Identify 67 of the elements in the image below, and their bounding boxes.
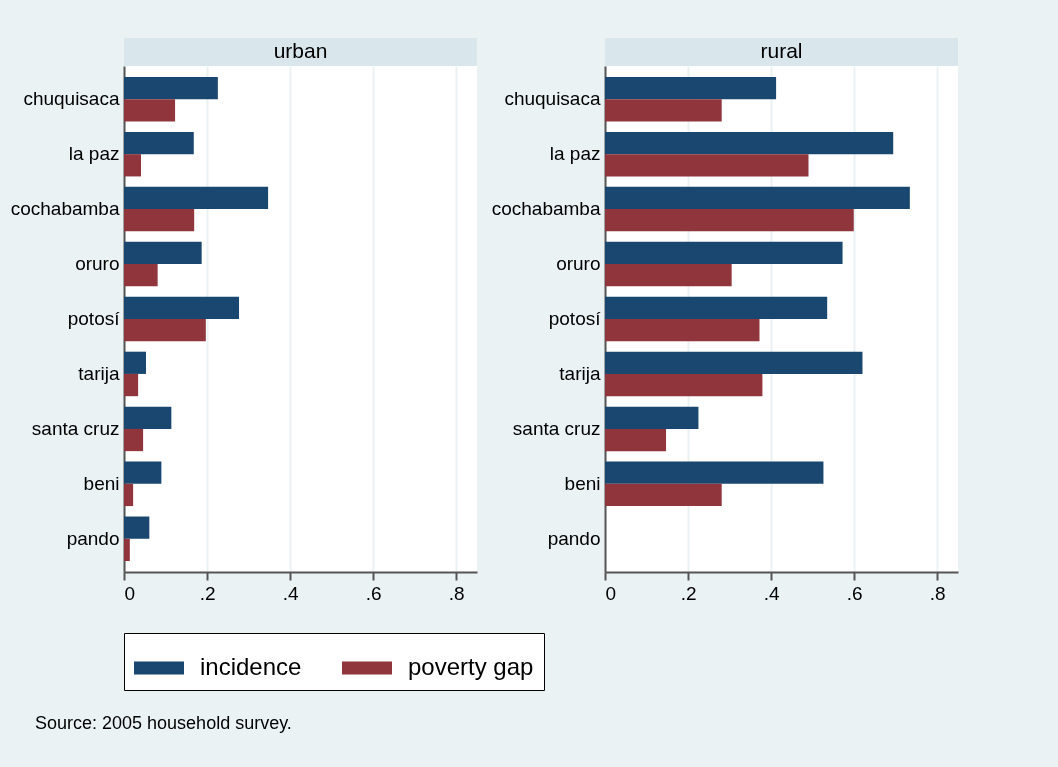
bar [124, 319, 206, 342]
y-tick-label: chuquisaca [504, 88, 601, 110]
y-tick-label: potosí [548, 308, 602, 329]
chart-title: urban [273, 39, 328, 62]
bar [124, 296, 240, 319]
y-tick-label: santa cruz [31, 417, 120, 439]
y-tick-label: la paz [68, 143, 120, 165]
source-note: Source: 2005 household survey. [35, 713, 292, 734]
bar [605, 99, 722, 122]
y-tick-label: tarija [559, 362, 601, 384]
bar [605, 264, 732, 287]
y-tick-label: tarija [78, 362, 120, 384]
bar [605, 131, 894, 155]
y-tick-label: cochabamba [491, 198, 601, 220]
bar [605, 186, 910, 210]
bar [124, 186, 269, 210]
y-tick-label: oruro [75, 253, 120, 275]
bar [124, 154, 142, 177]
bar [605, 154, 809, 177]
x-tick-label: .2 [680, 582, 697, 604]
bar [605, 296, 828, 319]
bar [124, 351, 147, 374]
bar [605, 351, 863, 374]
x-tick-label: 0 [124, 582, 136, 604]
bar [124, 406, 172, 429]
bar [605, 428, 667, 452]
y-tick-label: beni [564, 472, 601, 494]
bar [124, 209, 195, 232]
bar [124, 131, 194, 155]
bar [124, 264, 158, 287]
bar [605, 406, 699, 429]
bar [124, 516, 150, 539]
bar [124, 76, 218, 100]
bar [605, 319, 760, 342]
bar [605, 241, 843, 265]
bar [124, 241, 202, 265]
y-tick-label: chuquisaca [23, 88, 120, 110]
bar [124, 428, 144, 452]
x-tick-label: .6 [846, 582, 863, 604]
y-tick-label: santa cruz [512, 417, 601, 439]
y-tick-label: oruro [556, 253, 601, 275]
bar [605, 483, 722, 507]
legend-label: poverty gap [408, 653, 534, 680]
x-tick-label: .4 [282, 582, 299, 604]
x-tick-label: .6 [365, 582, 382, 604]
bar [605, 373, 763, 397]
bar [605, 76, 777, 100]
bar [124, 461, 162, 484]
legend-label: incidence [200, 653, 302, 680]
y-tick-label: la paz [549, 143, 601, 165]
x-tick-label: .8 [448, 582, 465, 604]
x-tick-label: .8 [929, 582, 946, 604]
bar [605, 209, 854, 232]
y-tick-label: beni [83, 472, 120, 494]
bar [605, 461, 824, 484]
bar [124, 99, 176, 122]
x-tick-label: 0 [605, 582, 617, 604]
x-tick-label: .4 [763, 582, 780, 604]
bar [124, 538, 130, 562]
y-tick-label: pando [66, 527, 120, 549]
y-tick-label: cochabamba [10, 198, 120, 220]
bar [124, 373, 139, 397]
x-tick-label: .2 [199, 582, 216, 604]
y-tick-label: pando [547, 527, 601, 549]
y-tick-label: potosí [67, 308, 121, 329]
chart-title: rural [760, 39, 803, 62]
bar [124, 483, 134, 507]
